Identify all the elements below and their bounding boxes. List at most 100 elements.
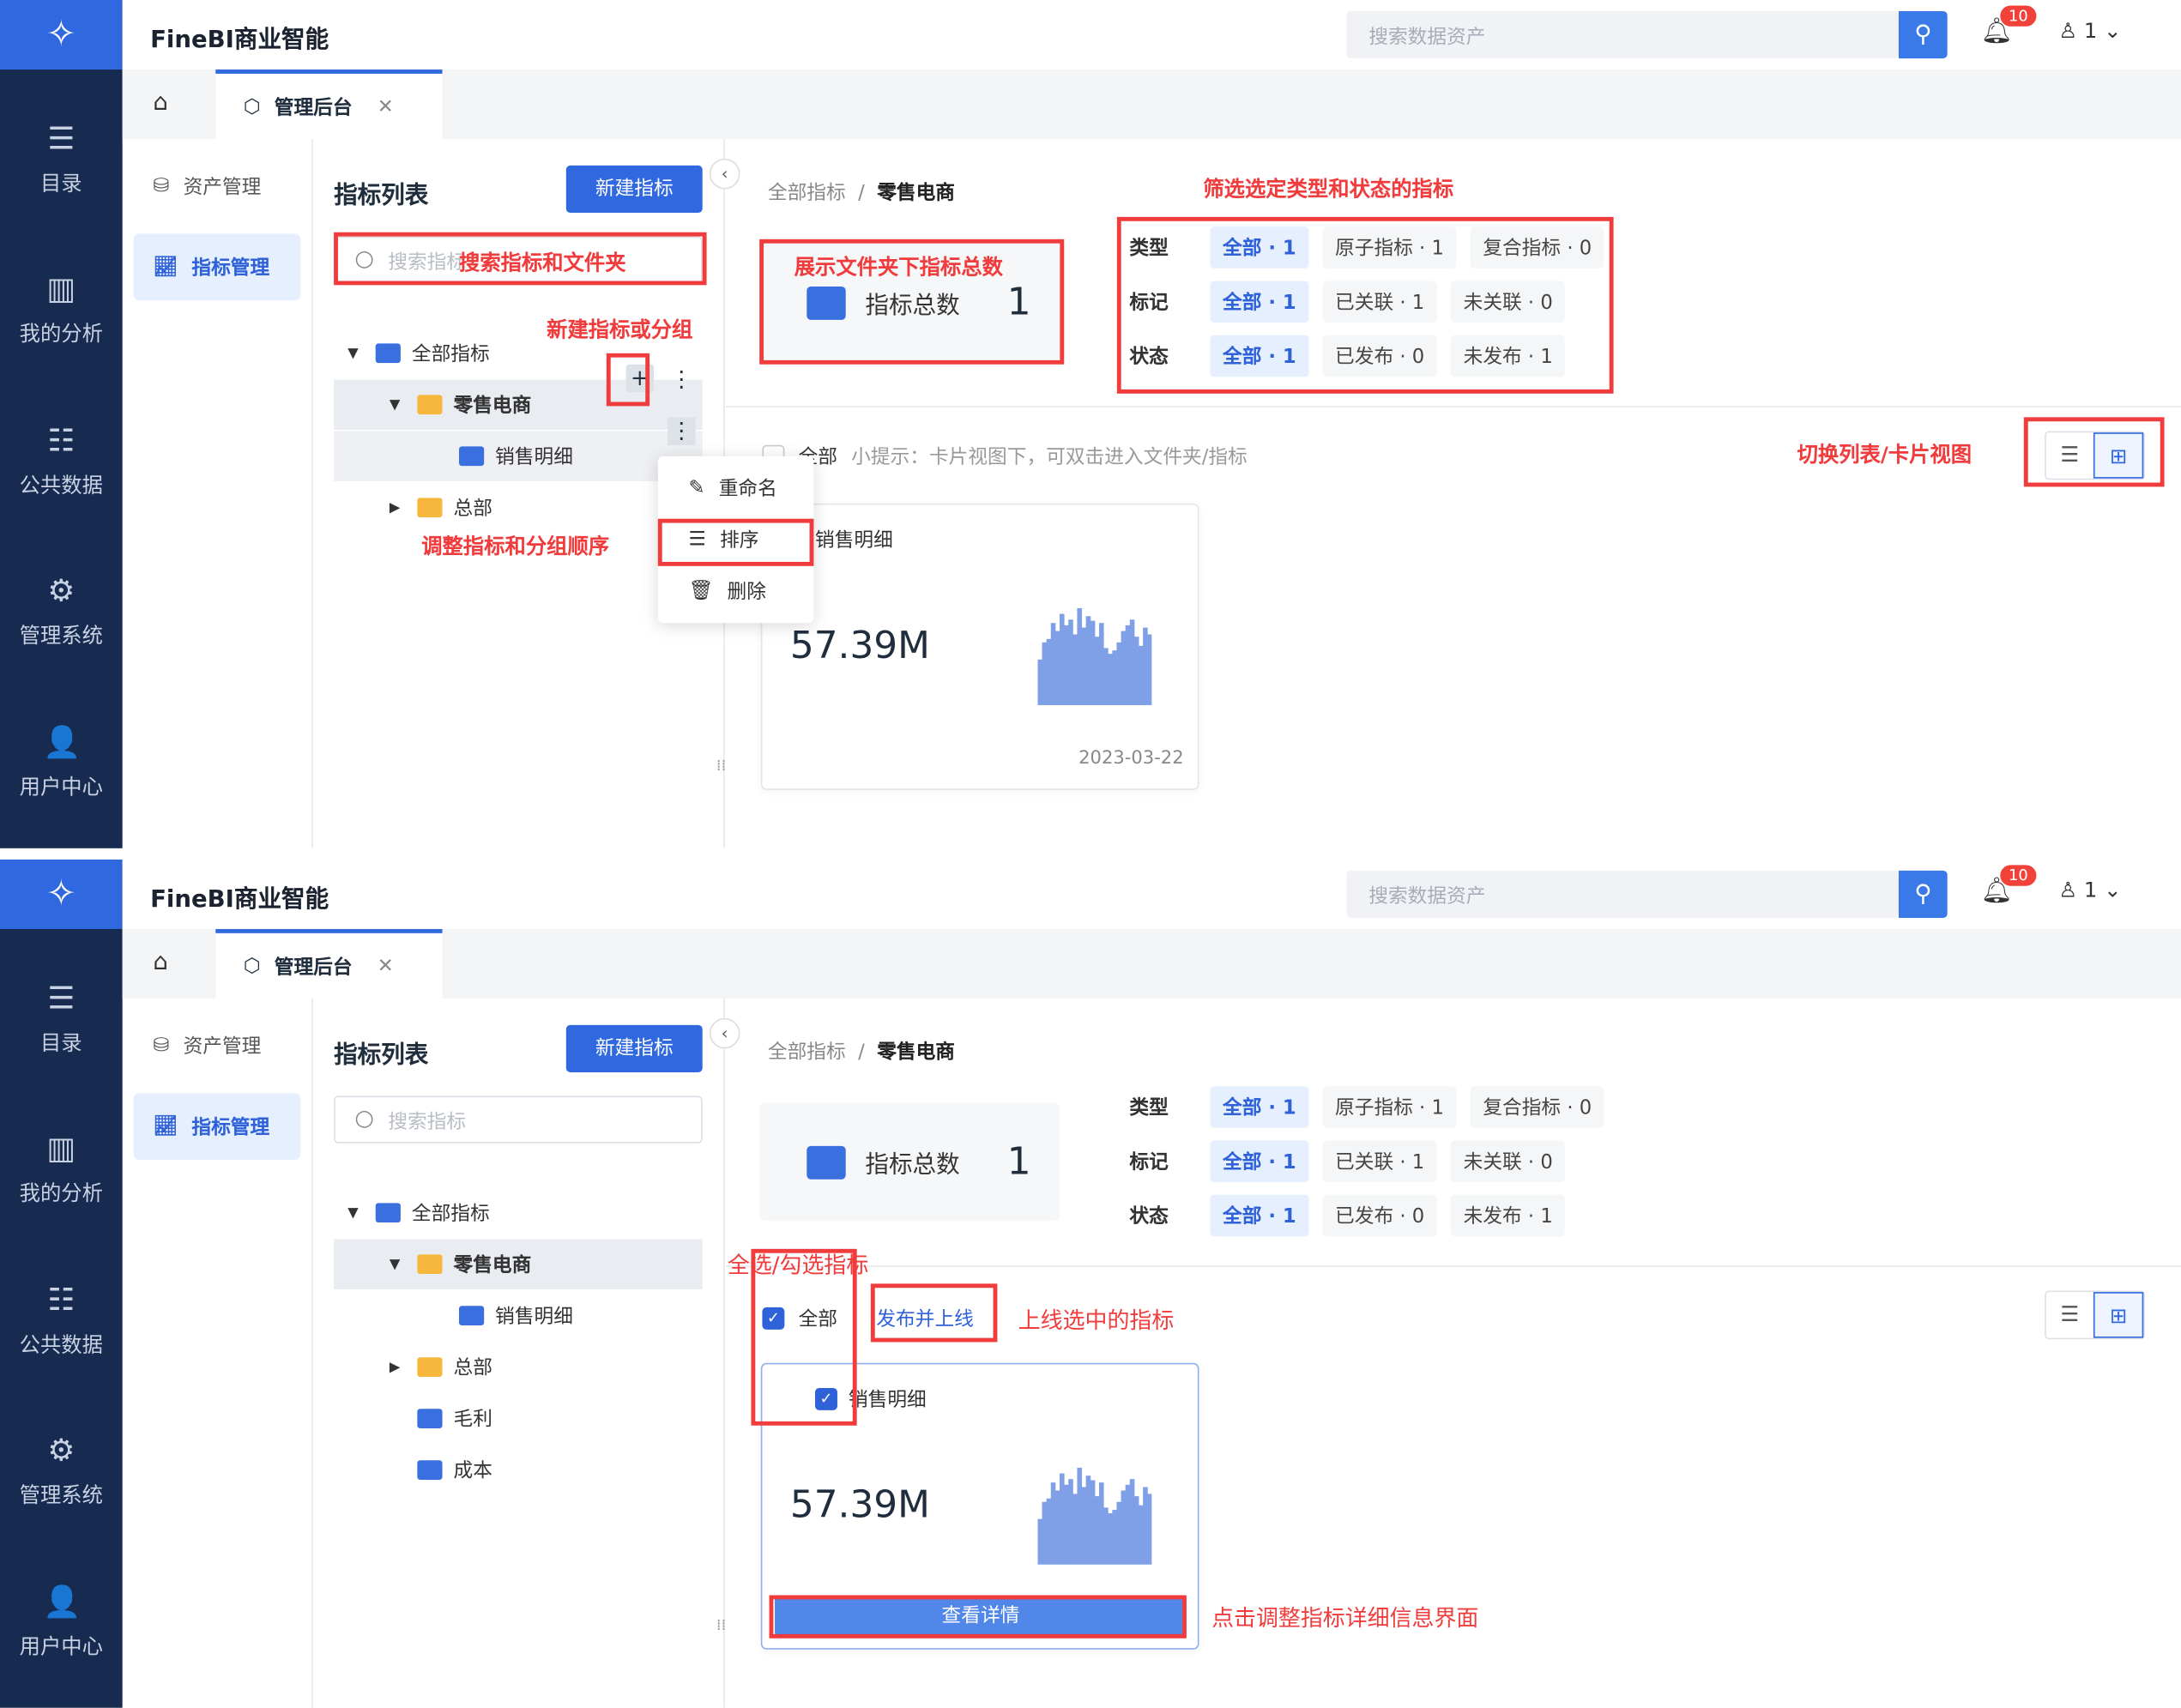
nav-system-admin[interactable]: ⚙ 管理系统 bbox=[0, 542, 123, 681]
finebi-logo-icon[interactable]: ✧ bbox=[0, 0, 123, 70]
sparkline-bar bbox=[1090, 1480, 1096, 1565]
filter-chip[interactable]: 全部 · 1 bbox=[1210, 281, 1309, 323]
filter-chip[interactable]: 全部 · 1 bbox=[1210, 1140, 1309, 1183]
asset-search-input[interactable]: 搜索数据资产 bbox=[1346, 10, 1899, 59]
select-all-label[interactable]: 全部 bbox=[798, 1308, 837, 1331]
nav-my-analysis[interactable]: ▥ 我的分析 bbox=[0, 1100, 123, 1239]
caret-icon[interactable]: ▶ bbox=[389, 1359, 401, 1375]
close-icon[interactable]: ✕ bbox=[377, 95, 394, 118]
search-button[interactable]: ⚲ bbox=[1898, 10, 1948, 59]
sparkline-chart bbox=[1037, 607, 1152, 705]
breadcrumb-root[interactable]: 全部指标 bbox=[767, 182, 846, 205]
tree-item[interactable]: ▶ 总部 bbox=[334, 483, 703, 533]
collapse-panel-button[interactable]: ‹ bbox=[709, 158, 740, 190]
subnav-metric-management[interactable]: 📈︎ 指标管理 bbox=[133, 1093, 301, 1161]
tree-item[interactable]: ▼ 全部指标 bbox=[334, 329, 703, 378]
metric-icon bbox=[417, 1460, 443, 1480]
sparkline-bar bbox=[1108, 654, 1113, 705]
nav-public-data[interactable]: ☷ 公共数据 bbox=[0, 392, 123, 531]
menu-delete[interactable]: 🗑︎ 删除 bbox=[658, 564, 814, 616]
menu-sort[interactable]: ☰ 排序 bbox=[658, 513, 814, 564]
user-menu[interactable]: ♙ 1 ⌄ bbox=[2058, 18, 2121, 43]
filter-chip[interactable]: 原子指标 · 1 bbox=[1322, 226, 1457, 269]
filter-chip[interactable]: 未发布 · 1 bbox=[1451, 1194, 1566, 1237]
tree-item[interactable]: ▼ 全部指标 bbox=[334, 1188, 703, 1238]
nav-public-data[interactable]: ☷ 公共数据 bbox=[0, 1252, 123, 1391]
tree-item[interactable]: 销售明细 bbox=[334, 1290, 703, 1340]
caret-icon[interactable]: ▼ bbox=[347, 1204, 359, 1221]
card-view-icon[interactable]: ⊞ bbox=[2093, 432, 2144, 479]
tree-item[interactable]: 成本 bbox=[334, 1445, 703, 1494]
more-icon[interactable]: ⋮ bbox=[670, 365, 693, 393]
home-icon[interactable]: ⌂ bbox=[153, 88, 168, 118]
nav-system-admin[interactable]: ⚙ 管理系统 bbox=[0, 1402, 123, 1541]
search-button[interactable]: ⚲ bbox=[1898, 870, 1948, 918]
filter-chip[interactable]: 全部 · 1 bbox=[1210, 335, 1309, 377]
view-details-button[interactable]: 查看详情 bbox=[775, 1595, 1187, 1638]
close-icon[interactable]: ✕ bbox=[377, 954, 394, 977]
breadcrumb-root[interactable]: 全部指标 bbox=[767, 1041, 846, 1065]
caret-icon[interactable]: ▼ bbox=[389, 396, 401, 413]
filter-row: 标记 全部 · 1 已关联 · 1 未关联 · 0 bbox=[1129, 281, 1566, 323]
filter-chip[interactable]: 未关联 · 0 bbox=[1451, 281, 1566, 323]
filter-chip[interactable]: 全部 · 1 bbox=[1210, 1086, 1309, 1128]
sub-nav: ⛁ 资产管理 📈︎ 指标管理 bbox=[123, 999, 313, 1708]
caret-icon[interactable]: ▼ bbox=[389, 1256, 401, 1272]
menu-rename[interactable]: ✎ 重命名 bbox=[658, 462, 814, 513]
resize-handle[interactable]: ⁞⁞ bbox=[716, 756, 727, 776]
tree-item[interactable]: 毛利 bbox=[334, 1393, 703, 1443]
new-metric-button[interactable]: 新建指标 bbox=[565, 165, 703, 214]
folder-icon bbox=[417, 1357, 443, 1377]
filter-chip[interactable]: 复合指标 · 0 bbox=[1470, 226, 1604, 269]
nav-catalog[interactable]: ☰ 目录 bbox=[0, 950, 123, 1089]
tree-item[interactable]: ▶ 总部 bbox=[334, 1342, 703, 1391]
filter-row: 标记 全部 · 1 已关联 · 1 未关联 · 0 bbox=[1129, 1140, 1566, 1183]
sparkline-bar bbox=[1050, 1482, 1056, 1565]
publish-online-link[interactable]: 发布并上线 bbox=[876, 1308, 974, 1331]
user-icon: ♙ bbox=[2058, 877, 2084, 903]
metric-search-input[interactable]: ○ 搜索指标 bbox=[334, 1095, 703, 1144]
filter-chip[interactable]: 已关联 · 1 bbox=[1322, 281, 1437, 323]
filter-chip[interactable]: 已关联 · 1 bbox=[1322, 1140, 1437, 1183]
list-view-icon[interactable]: ☰ bbox=[2060, 1301, 2080, 1327]
filter-chip[interactable]: 已发布 · 0 bbox=[1322, 1194, 1437, 1237]
metric-card[interactable]: ✓ 销售明细 57.39M 查看详情 bbox=[760, 1362, 1199, 1650]
metric-card[interactable]: 销售明细 57.39M 2023-03-22 bbox=[760, 503, 1199, 790]
collapse-panel-button[interactable]: ‹ bbox=[709, 1017, 740, 1049]
filter-chip[interactable]: 全部 · 1 bbox=[1210, 226, 1309, 269]
filter-chip[interactable]: 全部 · 1 bbox=[1210, 1194, 1309, 1237]
card-view-icon[interactable]: ⊞ bbox=[2093, 1292, 2144, 1338]
card-checkbox[interactable]: ✓ bbox=[815, 1387, 837, 1410]
nav-user-center[interactable]: 👤 用户中心 bbox=[0, 1554, 123, 1693]
caret-icon[interactable]: ▼ bbox=[347, 345, 359, 361]
resize-handle[interactable]: ⁞⁞ bbox=[716, 1615, 727, 1634]
list-view-icon[interactable]: ☰ bbox=[2060, 442, 2080, 468]
subnav-metric-management[interactable]: 📈︎ 指标管理 bbox=[133, 233, 301, 301]
tree-item[interactable]: 销售明细 bbox=[334, 431, 703, 481]
home-icon[interactable]: ⌂ bbox=[153, 948, 168, 977]
nav-catalog[interactable]: ☰ 目录 bbox=[0, 90, 123, 229]
annotation-box bbox=[751, 1248, 857, 1426]
sparkline-bar bbox=[1046, 1498, 1052, 1565]
divider bbox=[726, 1265, 2181, 1267]
filter-chip[interactable]: 原子指标 · 1 bbox=[1322, 1086, 1457, 1128]
tree-item-label: 销售明细 bbox=[495, 446, 573, 469]
subnav-asset-management[interactable]: ⛁ 资产管理 bbox=[134, 153, 301, 220]
nav-user-center[interactable]: 👤 用户中心 bbox=[0, 694, 123, 833]
tab-admin[interactable]: ⬡ 管理后台 ✕ bbox=[215, 69, 443, 140]
caret-icon[interactable]: ▶ bbox=[389, 499, 401, 516]
asset-search-input[interactable]: 搜索数据资产 bbox=[1346, 870, 1899, 918]
filter-chip[interactable]: 未关联 · 0 bbox=[1451, 1140, 1566, 1183]
filter-chip[interactable]: 未发布 · 1 bbox=[1451, 335, 1566, 377]
finebi-logo-icon[interactable]: ✧ bbox=[0, 859, 123, 929]
user-menu[interactable]: ♙ 1 ⌄ bbox=[2058, 878, 2121, 902]
subnav-asset-management[interactable]: ⛁ 资产管理 bbox=[134, 1012, 301, 1079]
new-metric-button[interactable]: 新建指标 bbox=[565, 1024, 703, 1072]
select-all-checkbox[interactable]: ✓ bbox=[762, 1307, 785, 1330]
nav-my-analysis[interactable]: ▥ 我的分析 bbox=[0, 240, 123, 379]
tree-item[interactable]: ▼ 零售电商 bbox=[334, 1239, 703, 1289]
tab-admin[interactable]: ⬡ 管理后台 ✕ bbox=[215, 928, 443, 999]
filter-chip[interactable]: 复合指标 · 0 bbox=[1470, 1086, 1604, 1128]
filter-chip[interactable]: 已发布 · 0 bbox=[1322, 335, 1437, 377]
more-icon[interactable]: ⋮ bbox=[668, 417, 696, 445]
